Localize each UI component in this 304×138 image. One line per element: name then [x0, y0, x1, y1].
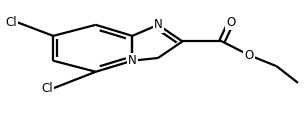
Text: O: O	[226, 16, 236, 29]
Text: N: N	[128, 54, 136, 67]
Text: N: N	[154, 18, 162, 31]
Text: Cl: Cl	[5, 16, 17, 29]
Text: O: O	[245, 49, 254, 62]
Text: Cl: Cl	[42, 82, 53, 95]
